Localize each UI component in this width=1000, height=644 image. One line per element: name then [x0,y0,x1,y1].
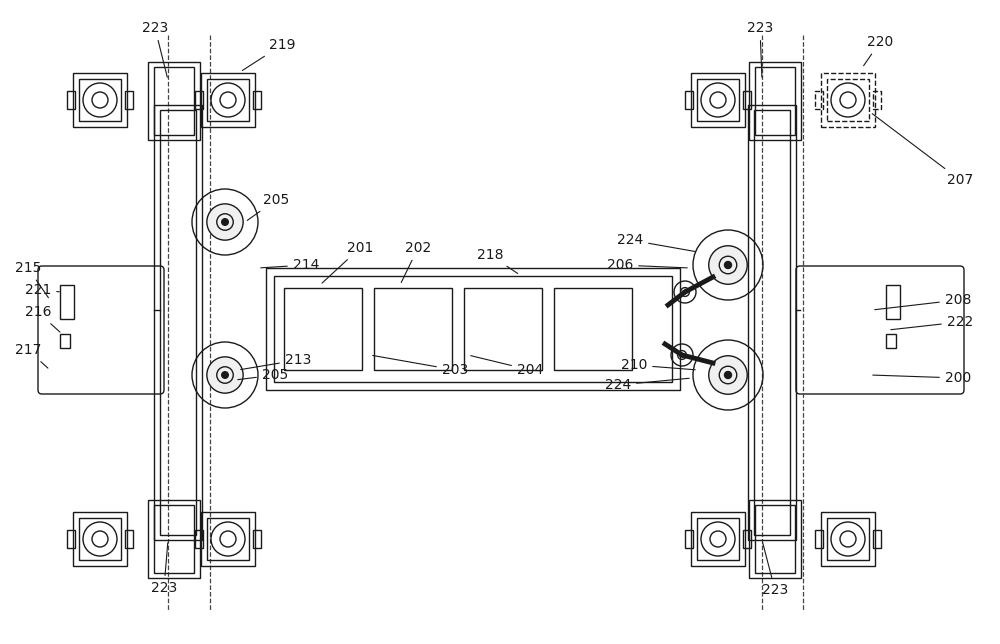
Bar [697,518,739,560]
Text: 214: 214 [261,258,319,272]
Bar [79,518,121,560]
Bar [60,334,70,348]
Bar [195,530,203,548]
Text: 224: 224 [617,233,695,252]
Text: 223: 223 [762,543,788,597]
Text: 201: 201 [322,241,373,283]
Text: 205: 205 [238,368,288,382]
Text: 203: 203 [373,355,468,377]
Bar [201,73,255,127]
Circle shape [222,372,228,378]
Bar [821,512,875,566]
Text: 204: 204 [471,355,543,377]
Text: 216: 216 [25,305,60,332]
Bar [67,91,75,109]
Bar [207,79,249,121]
Bar [253,91,261,109]
Text: 221: 221 [25,283,59,297]
Bar [755,67,795,135]
Text: 205: 205 [247,193,289,220]
Bar [201,512,255,566]
Bar [79,79,121,121]
Circle shape [724,261,732,269]
Bar [253,530,261,548]
Bar [873,91,881,109]
Bar [697,79,739,121]
Bar [464,288,542,370]
Bar [754,110,790,535]
Bar [743,530,751,548]
Bar [821,73,875,127]
Bar [374,288,452,370]
Bar [73,73,127,127]
Text: 223: 223 [142,21,168,77]
Bar [873,530,881,548]
Bar [154,505,194,573]
Bar [743,91,751,109]
Bar [195,91,203,109]
Text: 213: 213 [241,353,311,370]
Circle shape [724,372,732,379]
Bar [749,62,801,140]
Circle shape [709,355,747,394]
Text: 208: 208 [875,293,971,310]
Bar [748,105,796,540]
Text: 218: 218 [477,248,518,274]
Bar [554,288,632,370]
Bar [827,518,869,560]
Bar [148,500,200,578]
Bar [886,334,896,348]
Bar [160,110,196,535]
Bar [148,62,200,140]
Text: 215: 215 [15,261,48,298]
Text: 224: 224 [605,378,689,392]
Bar [125,91,133,109]
Bar [67,530,75,548]
Bar [154,67,194,135]
Bar [815,530,823,548]
Bar [685,91,693,109]
Circle shape [207,357,243,393]
Text: 202: 202 [401,241,431,283]
Text: 200: 200 [873,371,971,385]
Circle shape [222,219,228,225]
Bar [691,73,745,127]
Bar [60,285,74,319]
Text: 219: 219 [242,38,295,70]
Bar [154,105,202,540]
Bar [815,91,823,109]
Circle shape [709,246,747,284]
Text: 223: 223 [151,543,177,595]
Text: 222: 222 [891,315,973,330]
Bar [749,500,801,578]
Text: 220: 220 [864,35,893,66]
Circle shape [207,204,243,240]
Text: 217: 217 [15,343,48,368]
Bar [284,288,362,370]
Bar [827,79,869,121]
Bar [274,276,672,382]
Bar [685,530,693,548]
Bar [73,512,127,566]
Bar [266,268,680,390]
Text: 207: 207 [872,114,973,187]
Bar [691,512,745,566]
Bar [886,285,900,319]
Bar [125,530,133,548]
Text: 210: 210 [621,358,695,372]
Text: 223: 223 [747,21,773,77]
Bar [207,518,249,560]
Text: 206: 206 [607,258,687,272]
Bar [755,505,795,573]
